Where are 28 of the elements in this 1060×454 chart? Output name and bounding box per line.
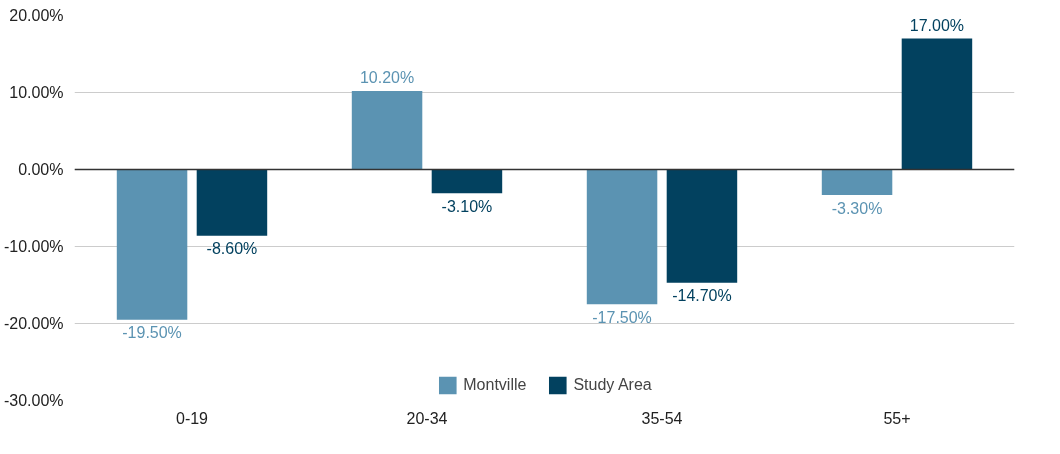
x-tick-label: 0-19 (175, 409, 209, 427)
data-label: -17.50% (592, 308, 652, 326)
legend-label: Montville (463, 376, 527, 394)
data-label: 17.00% (909, 16, 965, 34)
y-tick-label: 0.00% (18, 161, 64, 178)
bar (901, 38, 973, 170)
bar (666, 169, 738, 283)
data-label: -3.10% (441, 197, 493, 215)
data-label: -14.70% (672, 287, 732, 305)
data-label: -8.60% (206, 240, 258, 258)
y-tick-label: 10.00% (9, 84, 64, 101)
bar (821, 169, 893, 195)
bar (586, 169, 658, 305)
y-tick-label: 20.00% (9, 7, 64, 24)
legend-label: Study Area (573, 376, 652, 394)
bar (431, 169, 503, 194)
bar (351, 90, 423, 170)
y-tick-label: -20.00% (3, 315, 64, 332)
y-tick-label: -10.00% (3, 238, 64, 255)
x-tick-label: 35-54 (641, 409, 683, 427)
x-tick-label: 55+ (883, 409, 911, 427)
data-label: -3.30% (831, 199, 883, 217)
y-tick-label: -30.00% (3, 392, 64, 409)
bar (116, 169, 188, 320)
data-label: 10.20% (359, 69, 415, 87)
x-tick-label: 20-34 (406, 409, 448, 427)
bar (196, 169, 268, 236)
data-label: -19.50% (122, 324, 182, 342)
